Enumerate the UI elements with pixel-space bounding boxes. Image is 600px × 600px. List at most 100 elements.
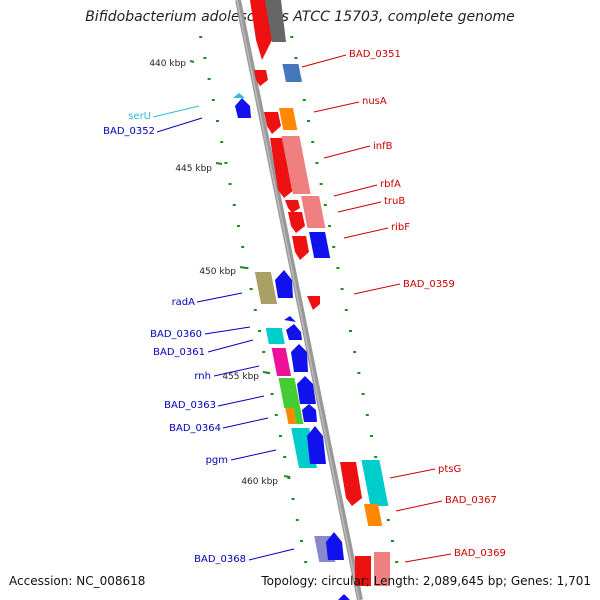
tick-dot (274, 414, 278, 416)
tick-dot (315, 162, 319, 164)
gene-label-trub: truB (384, 196, 405, 207)
tick-dot (340, 288, 344, 290)
gene-arrow (275, 270, 293, 298)
tick-dot (370, 435, 373, 437)
kbp-label: 450 kbp (199, 267, 236, 277)
gene-arrow (307, 426, 326, 464)
gene-label-pgm: pgm (206, 455, 228, 466)
tick-dot (241, 246, 245, 248)
tick-dot (361, 393, 365, 395)
tick-dot (203, 57, 207, 59)
left-label-text: serU BAD_0352 radA BAD_0360 BAD_0361 rnh… (103, 111, 246, 565)
gene-block (374, 552, 390, 586)
tick-dot (349, 330, 352, 332)
gene-arrow (265, 0, 286, 42)
gene-block (278, 108, 298, 130)
forward-strand-features (233, 93, 350, 600)
tick-dot (332, 246, 336, 248)
gene-label-infb: infB (373, 141, 393, 152)
tick-dot (294, 57, 298, 59)
tick-dot (319, 183, 323, 185)
tick-dot (328, 225, 331, 227)
gene-arrow (297, 376, 316, 404)
tick-dot (270, 393, 274, 395)
gene-label-bad-0368: BAD_0368 (194, 554, 246, 565)
gene-block (278, 378, 301, 408)
gene-block (361, 460, 389, 506)
tick-dot (323, 204, 327, 206)
tick-dot (228, 183, 232, 185)
gene-label-bad-0367: BAD_0367 (445, 495, 497, 506)
tick-dot (262, 351, 266, 353)
gene-block (282, 64, 302, 82)
gene-arrow (286, 324, 302, 340)
kbp-label: 445 kbp (175, 164, 212, 174)
gene-block (355, 556, 371, 586)
gene-block (363, 504, 383, 526)
gene-arrow (254, 70, 268, 86)
gene-arrow (288, 212, 305, 233)
kbp-scale: 440 kbp 445 kbp 450 kbp 455 kbp 460 kbp (149, 59, 291, 487)
right-labels (301, 54, 452, 563)
gene-block (254, 272, 278, 304)
gene-label-rbfa: rbfA (380, 179, 401, 190)
tick-dot (304, 561, 308, 563)
tick-dot (224, 162, 228, 164)
gene-label-bad-0352: BAD_0352 (103, 126, 155, 137)
tick-dot (283, 456, 287, 458)
gene-label-bad-0363: BAD_0363 (164, 400, 216, 411)
tick-dot (216, 120, 219, 122)
tick-dot (386, 519, 390, 521)
gene-arrow (264, 112, 281, 134)
tick-dot (199, 36, 203, 38)
genome-summary: Topology: circular; Length: 2,089,645 bp… (261, 574, 591, 588)
tick-dot (258, 330, 261, 332)
gene-block (301, 196, 326, 228)
tick-dot (391, 540, 394, 542)
kbp-tick (189, 60, 195, 63)
gene-arrow (338, 594, 350, 600)
gene-label-bad-0351: BAD_0351 (349, 49, 401, 60)
gene-block (293, 408, 304, 424)
map-title: Bifidobacterium adolescentis ATCC 15703,… (85, 9, 515, 25)
gene-arrow (326, 532, 344, 560)
gene-arrow (235, 98, 251, 118)
accession-text: Accession: NC_008618 (9, 574, 146, 588)
tick-dot (302, 99, 306, 101)
gene-label-bad-0359: BAD_0359 (403, 279, 455, 290)
gene-label-ribf: ribF (391, 222, 410, 233)
gene-arrow (292, 236, 309, 260)
kbp-label: 455 kbp (222, 372, 259, 382)
gene-arrow (250, 0, 272, 60)
tick-dot (245, 267, 249, 269)
gene-label-bad-0369: BAD_0369 (454, 548, 506, 559)
gene-arrow (302, 404, 317, 422)
tick-dot (395, 561, 399, 563)
gene-arrow (284, 316, 296, 322)
tick-dot (220, 141, 224, 143)
gene-arrow (340, 462, 362, 506)
gene-block (285, 408, 297, 424)
kbp-label: 460 kbp (241, 477, 278, 487)
backbone (235, 0, 363, 600)
left-labels (152, 105, 295, 561)
kbp-tick (262, 371, 271, 374)
tick-dot (311, 141, 315, 143)
reverse-strand-features (250, 0, 390, 586)
gene-label-bad-0360: BAD_0360 (150, 329, 202, 340)
tick-dot (307, 120, 310, 122)
tick-dot (237, 225, 240, 227)
tick-dot (357, 372, 361, 374)
tick-dot (232, 204, 236, 206)
tick-dot (207, 78, 211, 80)
kbp-tick (215, 162, 223, 165)
gene-block (271, 348, 292, 376)
tick-dot (211, 99, 215, 101)
gene-label-bad-0364: BAD_0364 (169, 423, 221, 434)
gene-arrow (291, 344, 308, 372)
gene-label-bad-0361: BAD_0361 (153, 347, 205, 358)
gene-label-rnh: rnh (194, 371, 211, 382)
gene-label-nusa: nusA (362, 96, 387, 107)
tick-dot (365, 414, 369, 416)
